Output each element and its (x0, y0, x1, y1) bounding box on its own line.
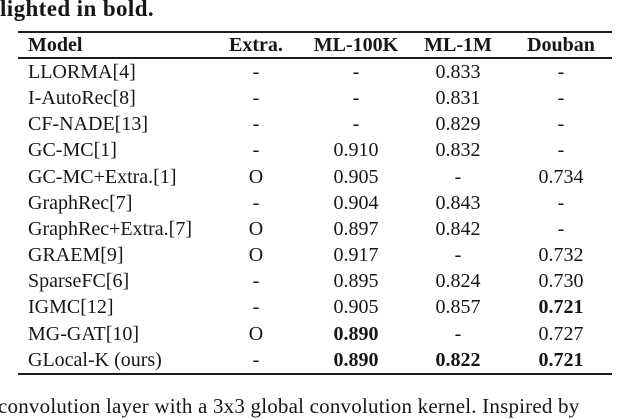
table-row: GLocal-K (ours) - 0.890 0.822 0.721 (18, 347, 612, 373)
cell-ml1m: - (454, 165, 462, 188)
cell-douban: 0.721 (538, 348, 584, 371)
cell-model: SparseFC[6] (28, 270, 130, 293)
cell-ml1m: 0.857 (435, 296, 481, 319)
cell-extra: - (252, 270, 260, 293)
table-row: CF-NADE[13] - - 0.829 - (18, 111, 612, 137)
column-header-extra: Extra. (229, 34, 283, 57)
table-row: GraphRec[7] - 0.904 0.843 - (18, 190, 612, 216)
table-row: GraphRec+Extra.[7] O 0.897 0.842 - (18, 216, 612, 242)
table-header-rule (18, 57, 612, 59)
cell-douban: 0.732 (538, 244, 584, 267)
cell-douban: - (557, 86, 565, 109)
cell-model: LLORMA[4] (28, 60, 136, 83)
body-text-fragment-bottom: convolution layer with a 3x3 global conv… (0, 394, 580, 418)
cell-extra: - (252, 60, 260, 83)
table-body: LLORMA[4] - -0.833- I-AutoRec[8] - -0.831- CF-… (18, 59, 612, 373)
cell-extra: - (252, 113, 260, 136)
cell-model: GRAEM[9] (28, 244, 124, 267)
cell-extra: - (252, 139, 260, 162)
cell-extra: - (252, 296, 260, 319)
cell-douban: 0.734 (538, 165, 584, 188)
cell-model: IGMC[12] (28, 296, 114, 319)
cell-douban: 0.730 (538, 270, 584, 293)
cell-ml100k: 0.917 (333, 244, 379, 267)
cell-ml100k: 0.897 (333, 217, 379, 240)
cell-extra: O (248, 322, 264, 345)
cell-model: MG-GAT[10] (28, 322, 140, 345)
table-row: GRAEM[9] O 0.917 - 0.732 (18, 242, 612, 268)
table-header-row: Model Extra. ML-100K ML-1M Douban (18, 33, 612, 57)
table-row: SparseFC[6] - 0.895 0.824 0.730 (18, 268, 612, 294)
cell-ml1m: 0.831 (435, 86, 481, 109)
cell-model: GC-MC[1] (28, 139, 117, 162)
cell-douban: 0.721 (538, 296, 584, 319)
cell-douban: 0.727 (538, 322, 584, 345)
cell-ml100k: - (352, 86, 360, 109)
results-table: Model Extra. ML-100K ML-1M Douban LLORMA[4] -… (18, 31, 612, 376)
table-row: IGMC[12] - 0.905 0.857 0.721 (18, 294, 612, 320)
cell-ml100k: 0.910 (333, 139, 379, 162)
cell-model: GLocal-K (ours) (28, 348, 162, 371)
cell-ml100k: 0.890 (333, 322, 379, 345)
cell-model: CF-NADE[13] (28, 113, 148, 136)
table-bottom-rule (18, 373, 612, 376)
cell-extra: O (248, 165, 264, 188)
cell-model: GraphRec[7] (28, 191, 133, 214)
cell-extra: O (248, 217, 264, 240)
cell-model: GraphRec+Extra.[7] (28, 217, 192, 240)
column-header-model: Model (28, 34, 83, 57)
cell-model: GC-MC+Extra.[1] (28, 165, 177, 188)
cell-douban: - (557, 113, 565, 136)
cell-douban: - (557, 139, 565, 162)
cell-ml1m: 0.832 (435, 139, 481, 162)
cell-ml1m: 0.822 (435, 348, 481, 371)
cell-ml100k: 0.905 (333, 296, 379, 319)
column-header-ml1m: ML-1M (424, 34, 492, 57)
cell-extra: O (248, 244, 264, 267)
cell-ml100k: 0.890 (333, 348, 379, 371)
cell-douban: - (557, 217, 565, 240)
column-header-ml100k: ML-100K (313, 34, 399, 57)
cell-ml100k: 0.905 (333, 165, 379, 188)
cell-ml1m: 0.833 (435, 60, 481, 83)
table-row: GC-MC[1] - 0.910 0.832 - (18, 137, 612, 163)
table-row: LLORMA[4] - - 0.833 - (18, 59, 612, 85)
cell-douban: - (557, 191, 565, 214)
cell-ml1m: - (454, 244, 462, 267)
column-header-douban: Douban (527, 34, 595, 57)
table-row: I-AutoRec[8] - - 0.831 - (18, 85, 612, 111)
cell-ml100k: - (352, 60, 360, 83)
cell-ml1m: - (454, 322, 462, 345)
table-row: MG-GAT[10] O 0.890 - 0.727 (18, 321, 612, 347)
table-top-rule (18, 31, 612, 34)
caption-fragment-top: lighted in bold. (0, 0, 155, 21)
cell-model: I-AutoRec[8] (28, 86, 136, 109)
cell-extra: - (252, 191, 260, 214)
table-row: GC-MC+Extra.[1] O 0.905 - 0.734 (18, 164, 612, 190)
cell-ml100k: 0.904 (333, 191, 379, 214)
cell-ml1m: 0.824 (435, 270, 481, 293)
cell-ml100k: 0.895 (333, 270, 379, 293)
cell-extra: - (252, 86, 260, 109)
cell-douban: - (557, 60, 565, 83)
cell-extra: - (252, 348, 260, 371)
cell-ml1m: 0.829 (435, 113, 481, 136)
cell-ml100k: - (352, 113, 360, 136)
cell-ml1m: 0.842 (435, 217, 481, 240)
cell-ml1m: 0.843 (435, 191, 481, 214)
